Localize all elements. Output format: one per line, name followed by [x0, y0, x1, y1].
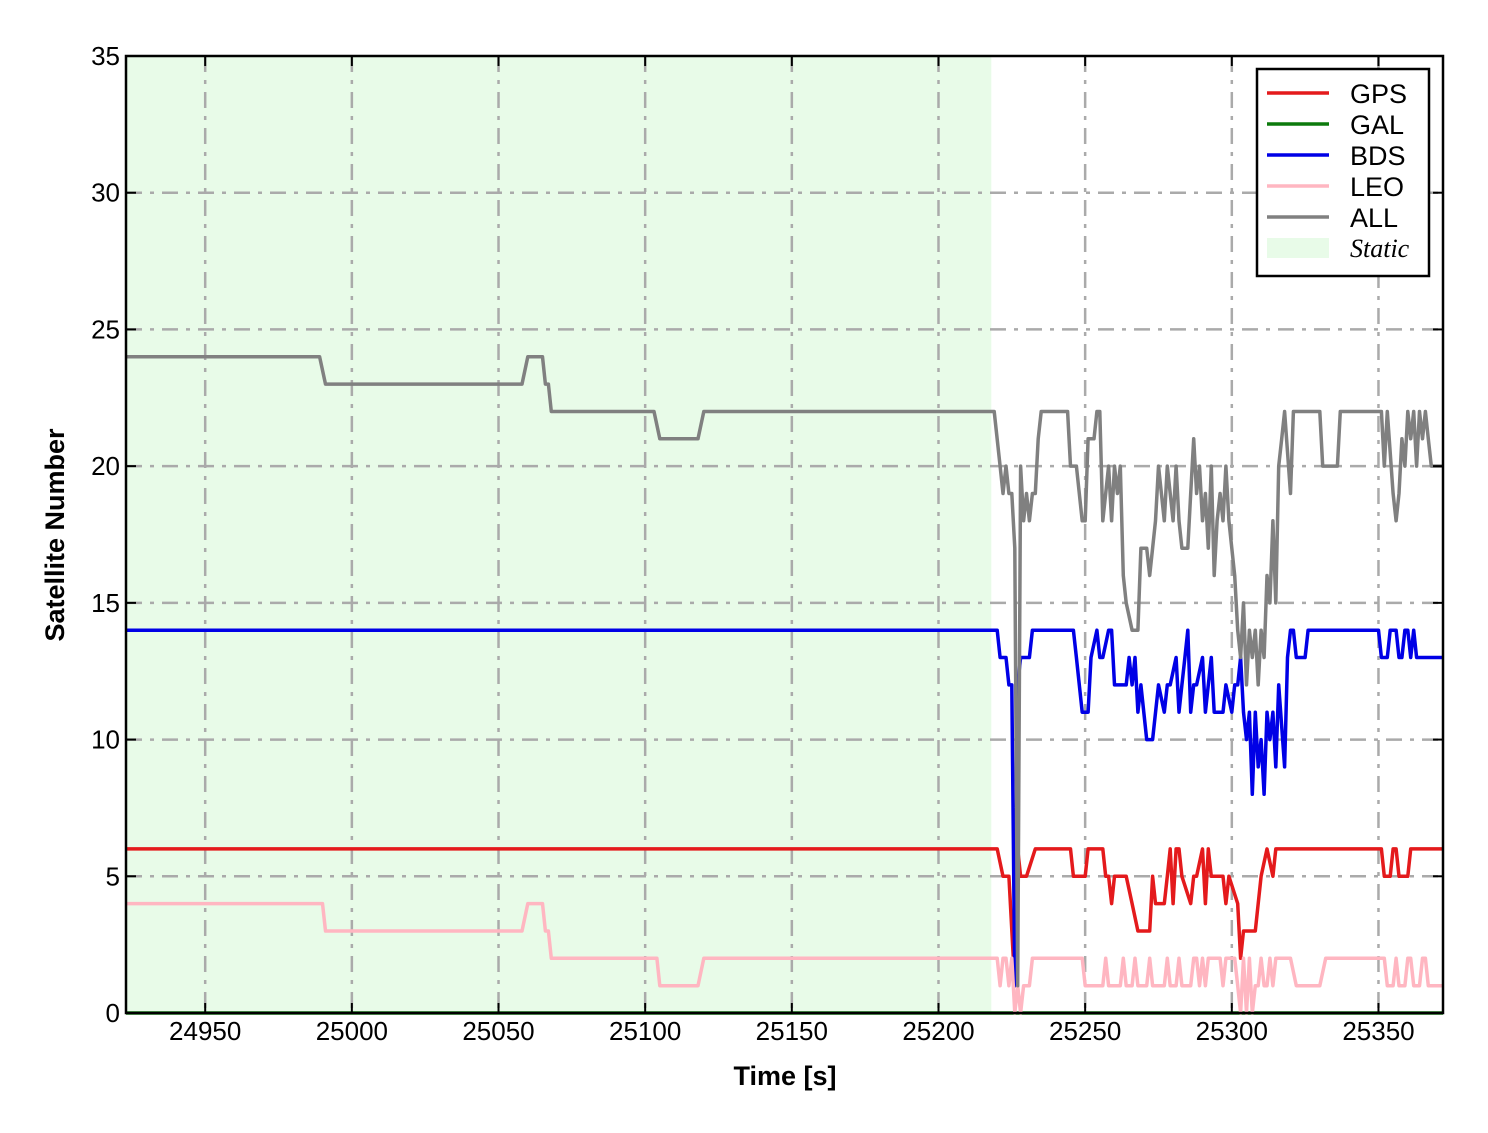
legend-label-static: Static — [1350, 234, 1410, 263]
x-tick-label: 25150 — [756, 1016, 828, 1046]
series-line-all — [126, 355, 1443, 988]
x-tick-labels: 24950 25000 25050 25100 25150 25200 25250 25300… — [169, 1016, 1415, 1046]
grid-lines — [126, 56, 1443, 1013]
legend-label-gal: GAL — [1350, 110, 1404, 140]
x-tick-label: 25300 — [1196, 1016, 1268, 1046]
x-tick-label: 25350 — [1342, 1016, 1414, 1046]
y-tick-label: 35 — [91, 41, 120, 71]
axis-ticks — [126, 55, 1443, 1014]
legend-label-gps: GPS — [1350, 79, 1407, 109]
legend-label-all: ALL — [1350, 203, 1398, 233]
y-axis-title: Satellite Number — [40, 428, 70, 642]
x-tick-label: 25200 — [902, 1016, 974, 1046]
legend-swatch-static — [1267, 238, 1329, 258]
legend-label-leo: LEO — [1350, 172, 1404, 202]
y-tick-label: 5 — [106, 861, 120, 891]
x-tick-label: 25100 — [609, 1016, 681, 1046]
static-region-rect — [126, 56, 992, 1013]
series-line-gps — [126, 847, 1443, 988]
y-tick-label: 10 — [91, 725, 120, 755]
x-axis-title: Time [s] — [733, 1061, 836, 1091]
plot-frame — [124, 54, 1445, 1015]
x-tick-label: 24950 — [169, 1016, 241, 1046]
y-tick-label: 20 — [91, 451, 120, 481]
x-tick-label: 25050 — [462, 1016, 534, 1046]
y-tick-label: 30 — [91, 178, 120, 208]
series-line-leo — [126, 901, 1443, 1015]
legend-label-bds: BDS — [1350, 141, 1406, 171]
x-tick-label: 25250 — [1049, 1016, 1121, 1046]
series-line-bds — [126, 628, 1443, 988]
y-tick-label: 0 — [106, 998, 120, 1028]
y-tick-label: 25 — [91, 314, 120, 344]
static-shaded-region — [126, 56, 992, 1013]
y-tick-label: 15 — [91, 588, 120, 618]
y-tick-labels: 0 5 10 15 20 25 30 35 — [91, 41, 120, 1028]
x-tick-label: 25000 — [316, 1016, 388, 1046]
